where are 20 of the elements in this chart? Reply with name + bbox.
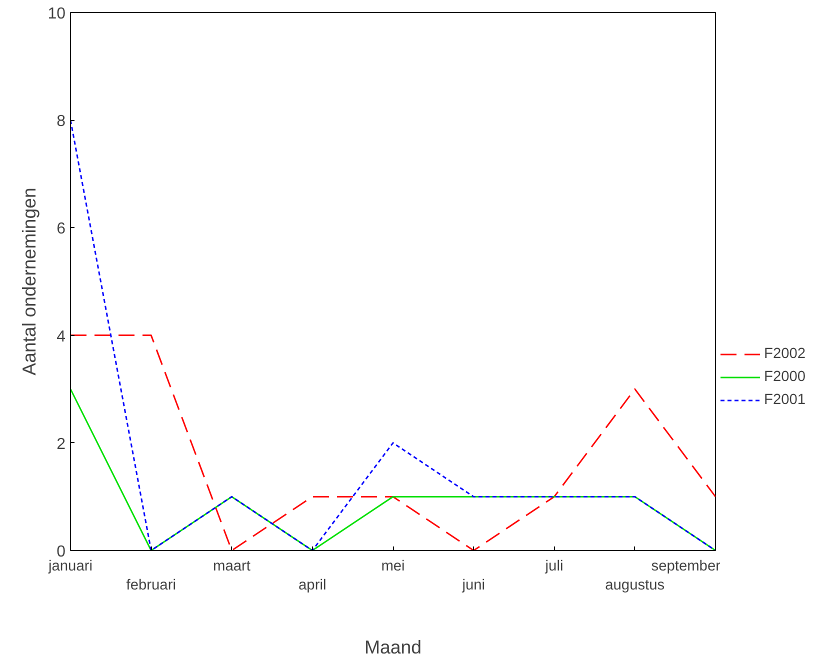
x-tick-label: mei bbox=[381, 558, 405, 574]
legend-label: F2001 bbox=[764, 392, 806, 408]
y-tick-label: 2 bbox=[56, 436, 66, 453]
y-tick-label: 0 bbox=[56, 544, 66, 560]
x-tick-label: maart bbox=[213, 558, 250, 574]
x-axis-title: Maand bbox=[364, 636, 422, 658]
y-tick-label: 8 bbox=[56, 113, 66, 130]
y-tick-label: 6 bbox=[56, 220, 66, 238]
x-tick-label: september bbox=[651, 558, 721, 574]
x-tick-label: januari bbox=[48, 558, 92, 574]
x-tick-label: februari bbox=[126, 578, 176, 594]
y-tick-label: 10 bbox=[48, 6, 66, 22]
x-tick-label: april bbox=[298, 578, 326, 594]
legend-label: F2000 bbox=[764, 369, 806, 385]
x-tick-label: juli bbox=[544, 558, 564, 574]
x-tick-label: augustus bbox=[605, 578, 665, 594]
legend-label: F2002 bbox=[764, 346, 806, 362]
y-axis-title: Aantal ondernemingen bbox=[18, 188, 40, 376]
x-tick-label: juni bbox=[461, 578, 486, 594]
y-tick-label: 4 bbox=[56, 328, 66, 346]
